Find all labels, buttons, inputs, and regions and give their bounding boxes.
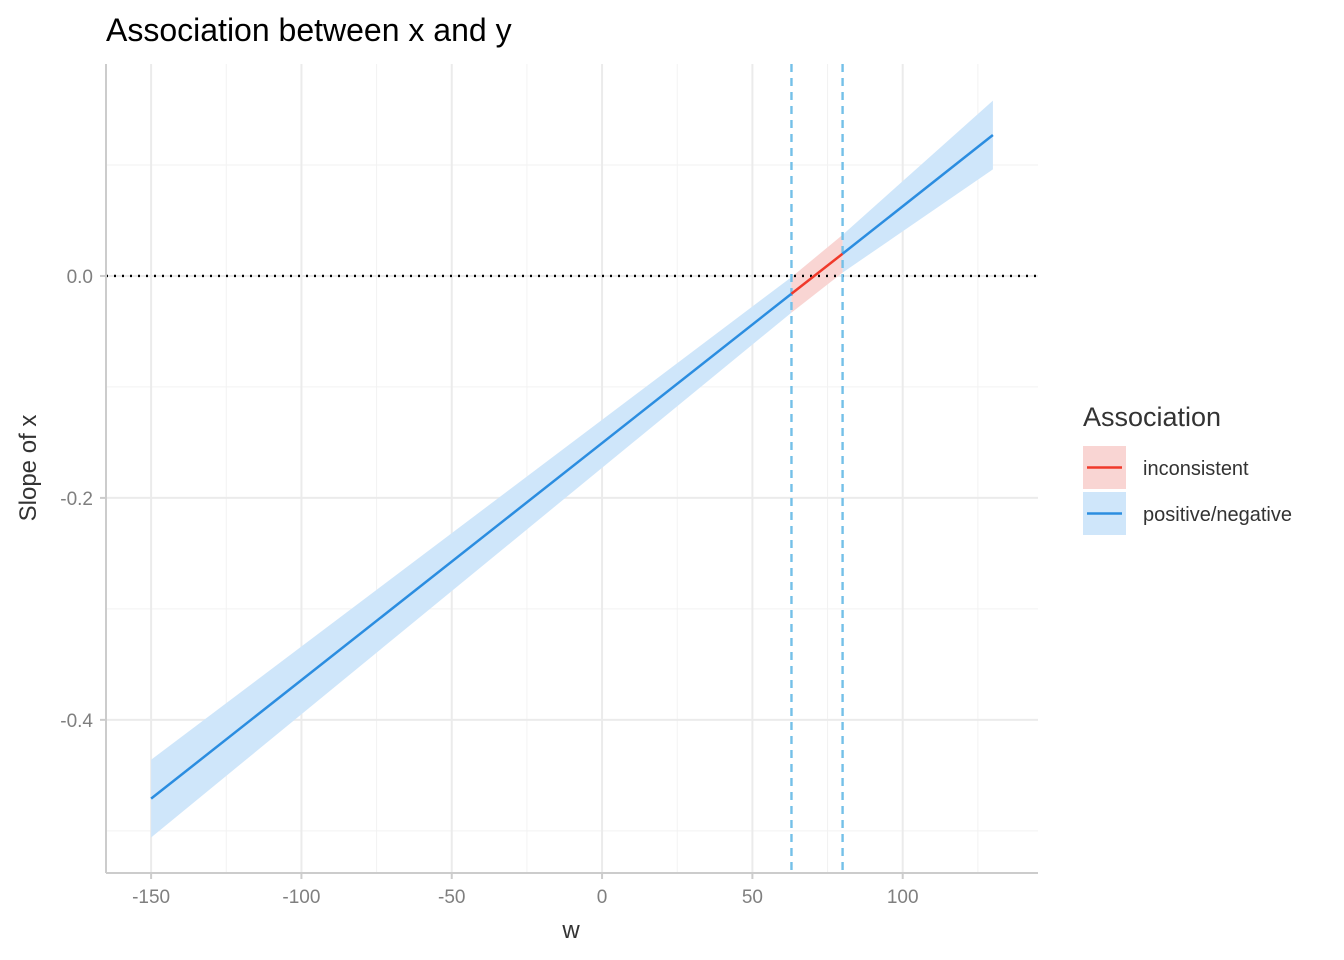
y-tick-labels: 0.0 -0.2 -0.4 xyxy=(60,267,93,732)
y-tick-label: -0.2 xyxy=(60,489,93,510)
legend-label: inconsistent xyxy=(1143,458,1249,480)
x-tick-label: -150 xyxy=(132,887,170,908)
ribbon-positive-negative xyxy=(151,277,792,838)
y-tick-label: 0.0 xyxy=(67,267,93,288)
x-tick-label: -50 xyxy=(438,887,465,908)
x-tick-label: 100 xyxy=(887,887,919,908)
legend: Association inconsistent positive/negativ… xyxy=(1083,402,1292,535)
line-positive-negative xyxy=(841,134,994,255)
y-tick-label: -0.4 xyxy=(60,711,93,732)
ribbon-positive-negative xyxy=(842,100,993,273)
legend-label: positive/negative xyxy=(1143,504,1292,526)
line-inconsistent xyxy=(790,252,844,295)
y-axis-title: Slope of x xyxy=(15,415,42,522)
x-tick-label: 0 xyxy=(597,887,608,908)
line-positive-negative xyxy=(150,292,793,800)
confidence-bands xyxy=(151,100,993,838)
x-tick-labels: -150 -100 -50 0 50 100 xyxy=(132,887,918,908)
series-lines xyxy=(150,134,994,800)
legend-title: Association xyxy=(1083,402,1221,432)
axes xyxy=(100,64,1038,879)
chart-title: Association between x and y xyxy=(106,12,512,48)
reference-lines xyxy=(106,64,1038,873)
minor-grid xyxy=(106,64,1038,873)
x-axis-title: w xyxy=(561,917,580,944)
x-tick-label: 50 xyxy=(742,887,763,908)
x-tick-label: -100 xyxy=(282,887,320,908)
